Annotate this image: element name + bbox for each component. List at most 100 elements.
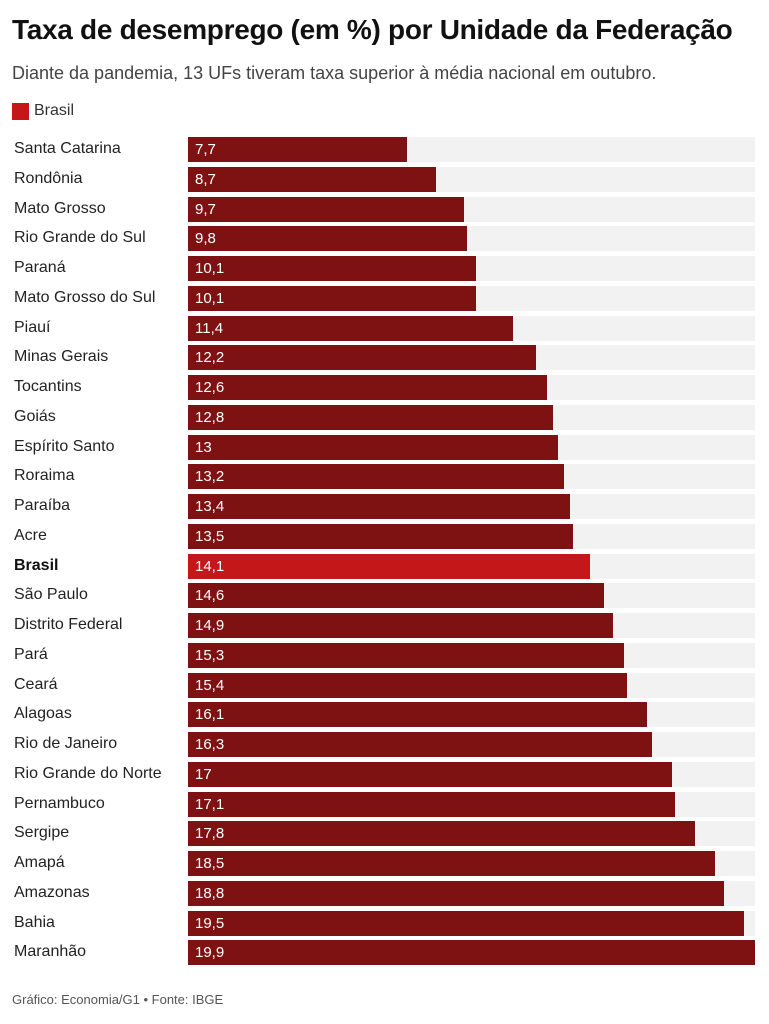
- bar-track: 9,8: [188, 226, 755, 252]
- bar-value-label: 13,5: [195, 527, 225, 545]
- bar-row: Amazonas 18,8: [0, 880, 769, 906]
- bar: 10,1: [188, 256, 476, 281]
- chart-subtitle: Diante da pandemia, 13 UFs tiveram taxa …: [12, 63, 657, 83]
- bar-value-label: 15,3: [195, 646, 225, 664]
- bar: 7,7: [188, 137, 408, 162]
- bar: 14,6: [188, 583, 604, 609]
- bar-track: 13,5: [188, 523, 755, 549]
- category-label: Piauí: [14, 318, 51, 336]
- bar-track: 19,9: [188, 940, 755, 966]
- bar-row: Tocantins 12,6: [0, 374, 769, 400]
- bar-row: Alagoas 16,1: [0, 701, 769, 728]
- bar-track: 16,1: [188, 702, 755, 728]
- category-label: Goiás: [14, 407, 56, 425]
- bar: 17,8: [188, 821, 696, 847]
- category-label: Pará: [14, 645, 48, 663]
- bar-track: 16,3: [188, 732, 755, 757]
- category-label: Rio de Janeiro: [14, 735, 118, 752]
- bar-track: 13: [188, 434, 755, 460]
- bar-row: Acre 13,5: [0, 523, 769, 549]
- bar-value-label: 18,5: [195, 855, 225, 872]
- bar-track: 14,6: [188, 583, 755, 609]
- bar: 13,4: [188, 494, 570, 519]
- bar: 19,5: [188, 910, 744, 936]
- bar-value-label: 16,1: [195, 706, 225, 724]
- bar-track: 13,2: [188, 464, 755, 490]
- bar-row: Pará 15,3: [0, 642, 769, 668]
- category-label: Acre: [14, 526, 47, 544]
- bar-row: Brasil 14,1: [0, 553, 769, 579]
- bar-row: Mato Grosso do Sul 10,1: [0, 285, 769, 311]
- bar-value-label: 10,1: [195, 289, 225, 307]
- bar-value-label: 17: [195, 765, 212, 783]
- category-label: Distrito Federal: [14, 616, 123, 633]
- bar-track: 15,4: [188, 672, 755, 698]
- bar-value-label: 16,3: [195, 736, 225, 753]
- bar-track: 10,1: [188, 256, 755, 281]
- chart-footer: Gráfico: Economia/G1 • Fonte: IBGE: [12, 992, 224, 1007]
- bar-row: Roraima 13,2: [0, 463, 769, 490]
- category-label: Rio Grande do Norte: [14, 764, 162, 782]
- category-label: Brasil: [14, 556, 59, 574]
- bar-row: Rio Grande do Norte 17: [0, 761, 769, 787]
- bar: 19,9: [188, 940, 755, 966]
- bar-row: Mato Grosso 9,7: [0, 196, 769, 222]
- bar-value-label: 14,9: [195, 617, 225, 634]
- category-label: Rondônia: [14, 169, 83, 187]
- bar-track: 11,4: [188, 315, 755, 341]
- category-label: Rio Grande do Sul: [14, 229, 146, 247]
- bar-value-label: 9,8: [195, 230, 216, 248]
- bar-value-label: 12,8: [195, 408, 225, 426]
- bar-value-label: 19,5: [195, 914, 225, 932]
- chart-title: Taxa de desemprego (em %) por Unidade da…: [12, 14, 733, 45]
- bar-row: Espírito Santo 13: [0, 434, 769, 460]
- bar-row: Santa Catarina 7,7: [0, 136, 769, 162]
- bar-row: Rio de Janeiro 16,3: [0, 731, 769, 757]
- bar: 9,7: [188, 196, 465, 222]
- bar: 10,1: [188, 285, 476, 311]
- bar-row: Rondônia 8,7: [0, 166, 769, 192]
- bar: 13: [188, 434, 559, 460]
- category-label: Tocantins: [14, 378, 82, 395]
- bar-value-label: 14,1: [195, 557, 225, 575]
- bar-track: 12,2: [188, 345, 755, 371]
- category-label: Espírito Santo: [14, 437, 115, 455]
- bar-value-label: 17,8: [195, 825, 225, 843]
- bar-row: Rio Grande do Sul 9,8: [0, 225, 769, 252]
- bar-row: Paraná 10,1: [0, 255, 769, 281]
- bar: 14,9: [188, 613, 613, 638]
- bar-row: Bahia 19,5: [0, 910, 769, 936]
- bar-row: Goiás 12,8: [0, 404, 769, 430]
- bar-track: 14,1: [188, 553, 755, 579]
- bar: 16,1: [188, 702, 647, 728]
- legend-swatch: [12, 102, 29, 120]
- bar-row: Distrito Federal 14,9: [0, 612, 769, 638]
- bar: 8,7: [188, 166, 436, 192]
- bar-track: 15,3: [188, 642, 755, 668]
- bar-value-label: 13,2: [195, 468, 225, 486]
- bar-track: 12,8: [188, 404, 755, 430]
- bar-track: 14,9: [188, 613, 755, 638]
- category-label: Minas Gerais: [14, 348, 109, 366]
- bar-row: Maranhão 19,9: [0, 939, 769, 966]
- bar: 18,5: [188, 851, 716, 876]
- bar-row: Minas Gerais 12,2: [0, 344, 769, 371]
- bar-value-label: 19,9: [195, 944, 225, 962]
- bar-value-label: 11,4: [195, 319, 224, 337]
- bar: 13,2: [188, 464, 565, 490]
- bar-track: 17: [188, 761, 755, 787]
- bar-track: 9,7: [188, 196, 755, 222]
- category-label: Amapá: [14, 854, 65, 871]
- bar-value-label: 13: [195, 438, 212, 456]
- category-label: São Paulo: [14, 586, 88, 604]
- bar-value-label: 18,8: [195, 884, 225, 902]
- bar: 15,3: [188, 642, 624, 668]
- category-label: Bahia: [14, 913, 55, 931]
- bar: 12,2: [188, 345, 536, 371]
- bar-value-label: 10,1: [195, 260, 225, 277]
- category-label: Paraíba: [14, 497, 71, 514]
- legend-label: Brasil: [34, 102, 75, 119]
- bar-track: 17,1: [188, 791, 755, 817]
- bar-value-label: 12,6: [195, 379, 225, 396]
- bar: 12,6: [188, 375, 547, 400]
